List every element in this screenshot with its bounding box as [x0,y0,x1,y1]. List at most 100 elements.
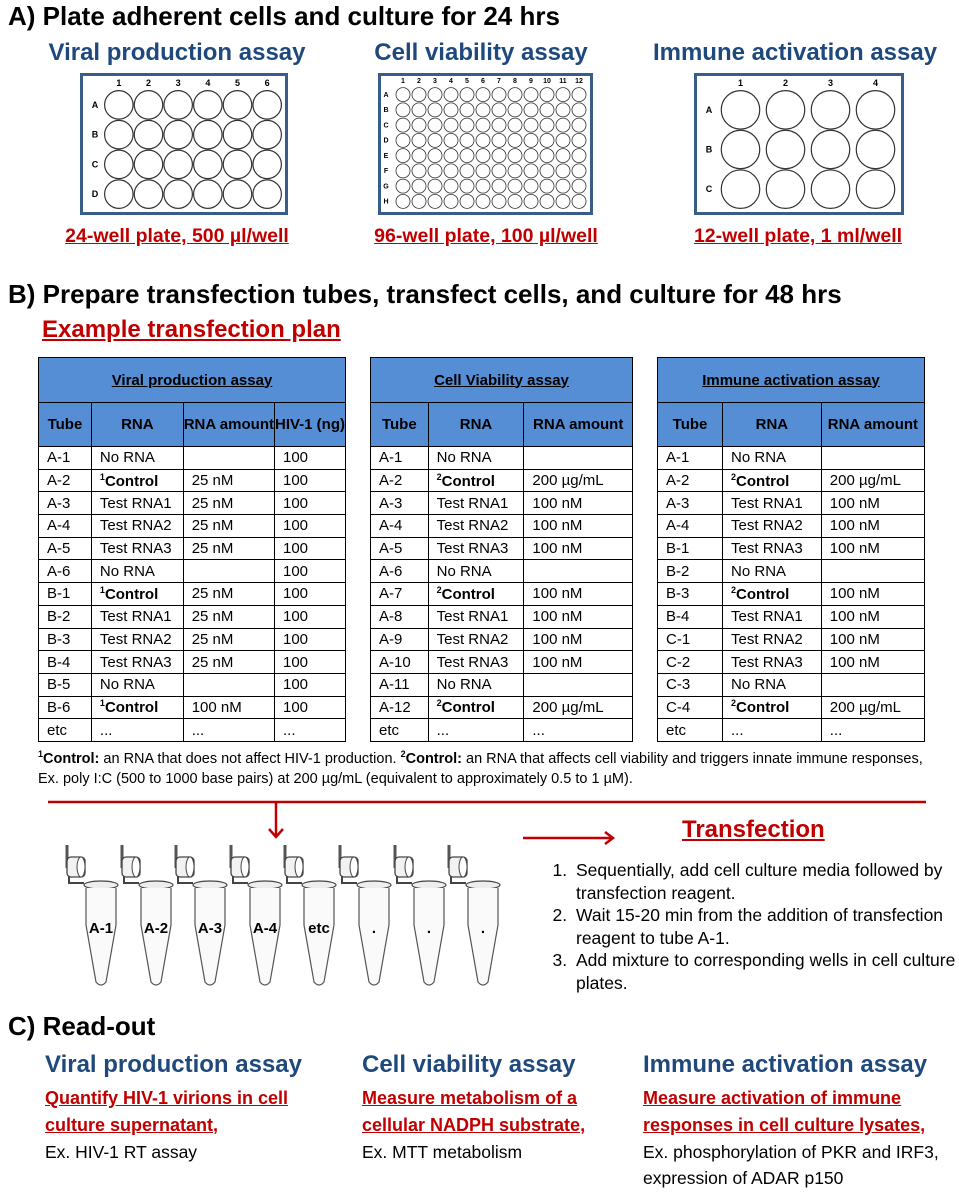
well [539,117,555,133]
cell-amount: 25 nM [182,627,275,652]
readout-viral: Viral production assay Quantify HIV-1 vi… [45,1051,345,1165]
cell-amount: 100 nM [523,627,633,652]
well [163,179,194,209]
plate-col-label: 5 [465,78,469,85]
cell-text: No RNA [99,676,155,694]
well [539,193,555,209]
step-2: Wait 15-20 min from the addition of tran… [572,904,959,949]
table-row: B-2 Test RNA1 25 nM 100 [38,604,347,629]
well [475,148,491,164]
well [427,178,443,194]
cell-rna: No RNA [90,672,184,697]
cell-text: 100 nM [532,540,583,558]
rna-name: Control [736,585,790,603]
well [555,87,571,103]
plate-label-24: 24-well plate, 500 µl/well [65,225,289,247]
cell-text: A-6 [379,562,403,580]
cell-text: 25 nM [191,494,234,512]
plate-col-label: 4 [873,78,878,88]
table-row: B-4 Test RNA1 100 nM [656,604,926,629]
cell-rna: 1Control [90,695,184,720]
column-header: RNA [90,402,184,447]
table-row: A-11 No RNA [370,672,633,697]
cell-text: 100 nM [191,698,242,716]
cell-amount: ... [820,718,926,742]
section-b-heading: B) Prepare transfection tubes, transfect… [8,279,842,309]
well [507,87,523,103]
well [507,102,523,118]
plate-col-label: 7 [497,78,501,85]
well [395,87,411,103]
cell-text: Test RNA3 [731,653,803,671]
cell-text: 25 nM [191,585,234,603]
table-row: B-3 Test RNA2 25 nM 100 [38,627,347,652]
cell-text: A-5 [379,540,403,558]
cell-tube: C-3 [656,672,724,697]
well [395,193,411,209]
cell-rna: Test RNA3 [427,650,525,674]
cell-tube: A-3 [656,491,724,516]
footnote-term-1: Control: [43,750,100,767]
well [222,149,253,180]
plate-row-label: B [92,130,99,140]
cell-amount [820,446,926,470]
cell-text: No RNA [436,449,492,467]
cell-rna: Test RNA1 [90,491,184,516]
cell-rna: 1Control [90,582,184,606]
well [523,193,539,209]
cell-text: 100 nM [829,653,880,671]
tube-icon: . [338,845,392,986]
cell-amount: 100 nM [523,650,633,674]
cell-text: A-7 [379,585,403,603]
plate-row-label: C [383,122,388,129]
plate-col-label: 4 [205,78,210,88]
cell-text: 100 nM [532,494,583,512]
well [222,119,253,150]
cell-rna: Test RNA2 [722,627,822,652]
cell-text: 100 [282,472,309,490]
tube-label: A-1 [89,920,113,937]
table-row: A-4 Test RNA2 100 nM [370,514,633,538]
well [475,117,491,133]
well [252,119,283,150]
cell-rna: 2Control [722,695,822,720]
cell-tube: A-7 [370,582,429,606]
cell-text: 25 nM [191,630,234,648]
cell-text: 100 nM [829,540,880,558]
well [539,163,555,179]
cell-rna: ... [722,718,822,742]
table-row: A-4 Test RNA2 25 nM 100 [38,514,347,538]
well [443,102,459,118]
cell-text: No RNA [436,676,492,694]
cell-rna: 2Control [722,468,822,493]
well [555,163,571,179]
cell-text: 200 µg/mL [829,698,901,716]
cell-tube: A-5 [370,536,429,561]
cell-text: B-2 [47,608,71,626]
tube-label: A-2 [144,920,168,937]
readout-suffix: , [213,1115,219,1135]
cell-tube: A-3 [370,491,429,516]
cell-amount: 200 µg/mL [523,695,633,720]
footnote-ref: 2 [436,584,442,595]
plate-col-label: 4 [449,78,453,85]
well [475,102,491,118]
well [459,193,475,209]
12-well-plate: 1 2 3 4 A B C [694,73,904,215]
well [395,148,411,164]
cell-text: A-1 [379,449,403,467]
plate-col-label: 6 [481,78,485,85]
well [103,179,134,209]
footnote-ref: 2 [731,584,737,595]
cell-rna: ... [427,718,525,742]
rna-name: Control [736,699,790,717]
cell-text: C-3 [666,676,691,694]
cell-text: A-1 [666,449,690,467]
cell-rna: No RNA [90,559,184,584]
column-header: RNA amount [820,402,926,447]
column-header: RNA [722,402,822,447]
well [252,149,283,180]
cell-text: 100 [282,585,309,603]
well [571,117,587,133]
cell-text: ... [829,721,843,739]
